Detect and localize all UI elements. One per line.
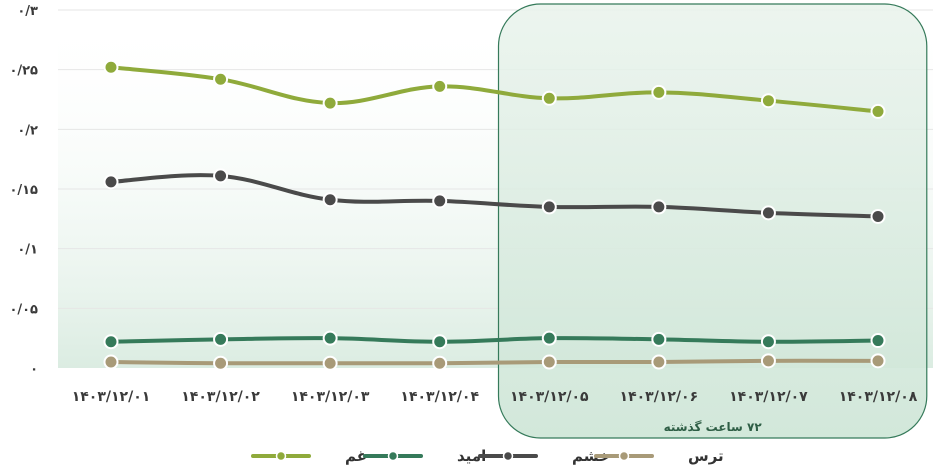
series-line-3 (109, 358, 880, 366)
legend-label: غم (345, 447, 367, 465)
legend-item-2: خشم (478, 447, 610, 465)
x-tick-label: ۱۴۰۳/۱۲/۰۳ (291, 389, 370, 405)
data-point (213, 331, 229, 347)
data-point (870, 208, 886, 224)
annotation-label: ۷۲ ساعت گذشته (664, 420, 763, 434)
legend-swatch-marker (618, 450, 630, 462)
series-line-2 (109, 173, 880, 219)
series-line-1 (109, 336, 880, 344)
legend-label: ترس (688, 447, 724, 465)
y-tick-label: ۰/۲ (17, 123, 38, 138)
data-point (651, 354, 667, 370)
x-tick-label: ۱۴۰۳/۱۲/۰۱ (72, 389, 151, 405)
data-point (322, 355, 338, 371)
data-point (870, 103, 886, 119)
data-point (213, 355, 229, 371)
data-point (541, 354, 557, 370)
x-tick-label: ۱۴۰۳/۱۲/۰۸ (839, 389, 918, 405)
x-tick-label: ۱۴۰۳/۱۲/۰۷ (729, 389, 808, 405)
x-tick-label: ۱۴۰۳/۱۲/۰۶ (620, 389, 699, 405)
series-line-0 (109, 65, 880, 114)
y-tick-label: ۰/۱۵ (9, 183, 38, 198)
legend-swatch-marker (387, 450, 399, 462)
legend-label: امید (457, 447, 486, 465)
legend-item-1: امید (363, 447, 486, 465)
data-point (103, 59, 119, 75)
data-point (760, 334, 776, 350)
y-tick-label: ۰/۲۵ (9, 64, 38, 79)
data-point (432, 193, 448, 209)
y-tick-label: ۰/۱ (17, 243, 38, 258)
data-point (322, 192, 338, 208)
data-point (760, 93, 776, 109)
data-point (103, 334, 119, 350)
data-point (213, 168, 229, 184)
data-point (432, 334, 448, 350)
annotation-region (497, 3, 928, 439)
data-point (322, 95, 338, 111)
data-point (651, 84, 667, 100)
legend-item-0: غم (251, 447, 367, 465)
data-point (651, 331, 667, 347)
y-tick-label: ۰/۳ (17, 4, 38, 19)
data-point (432, 78, 448, 94)
data-point (541, 90, 557, 106)
y-tick-label: ۰ (30, 362, 38, 377)
legend-item-3: ترس (594, 447, 724, 465)
data-point (870, 353, 886, 369)
data-point (541, 199, 557, 215)
data-point (870, 333, 886, 349)
legend-swatch-marker (275, 450, 287, 462)
x-tick-label: ۱۴۰۳/۱۲/۰۵ (510, 389, 589, 405)
legend-label: خشم (572, 447, 610, 465)
y-tick-label: ۰/۰۵ (9, 302, 38, 317)
x-tick-label: ۱۴۰۳/۱۲/۰۲ (181, 389, 260, 405)
data-point (103, 354, 119, 370)
data-point (103, 174, 119, 190)
data-point (760, 205, 776, 221)
data-point (541, 330, 557, 346)
data-point (322, 330, 338, 346)
x-tick-label: ۱۴۰۳/۱۲/۰۴ (400, 389, 479, 405)
data-point (432, 355, 448, 371)
data-point (651, 199, 667, 215)
data-point (760, 353, 776, 369)
data-point (213, 71, 229, 87)
legend-swatch-marker (502, 450, 514, 462)
